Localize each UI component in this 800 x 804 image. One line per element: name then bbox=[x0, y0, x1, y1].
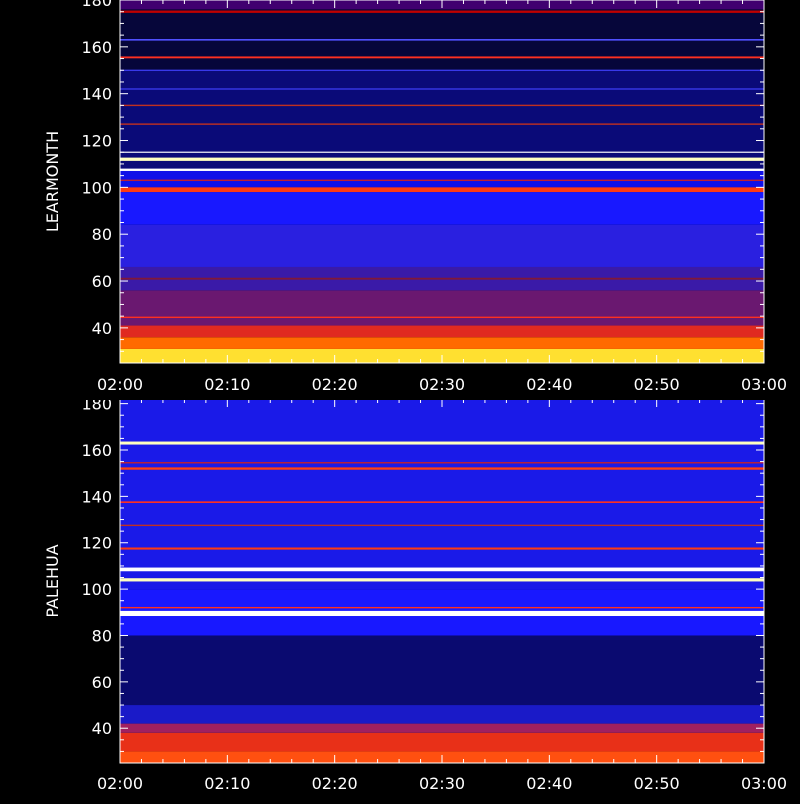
emission-line bbox=[120, 441, 764, 445]
y-axis-label: PALEHUA bbox=[43, 544, 62, 617]
y-tick-label: 80 bbox=[92, 225, 112, 244]
spectrum-band bbox=[120, 325, 764, 338]
y-tick-label: 100 bbox=[81, 580, 112, 599]
y-tick-label: 100 bbox=[81, 178, 112, 197]
plot-area bbox=[120, 399, 764, 763]
emission-line bbox=[120, 38, 764, 41]
emission-line bbox=[120, 69, 764, 71]
x-tick-label: 02:00 bbox=[97, 774, 143, 793]
emission-line bbox=[120, 187, 764, 193]
y-tick-label: 140 bbox=[81, 487, 112, 506]
x-tick-label: 02:40 bbox=[526, 375, 572, 394]
spectrum-band bbox=[120, 290, 764, 326]
emission-line bbox=[120, 168, 764, 171]
x-tick-label: 02:10 bbox=[204, 375, 250, 394]
emission-line bbox=[120, 277, 764, 280]
spectrum-band bbox=[120, 723, 764, 733]
spectrum-band bbox=[120, 732, 764, 752]
x-tick-label: 02:50 bbox=[634, 774, 680, 793]
emission-line bbox=[120, 123, 764, 125]
emission-line bbox=[120, 578, 764, 582]
emission-line bbox=[120, 567, 764, 572]
emission-line bbox=[120, 157, 764, 161]
spectrum-band bbox=[120, 705, 764, 724]
spectrum-band bbox=[120, 224, 764, 267]
x-tick-label: 02:40 bbox=[526, 774, 572, 793]
palehua-spectrogram: 40 60 80 100 120 140 160 180 02:00 02:10 02:20 02:3… bbox=[43, 395, 787, 793]
y-tick-label: 180 bbox=[81, 400, 112, 414]
emission-line bbox=[120, 88, 764, 90]
palehua-panel: 40 60 80 100 120 140 160 180 02:00 02:10 02:20 02:3… bbox=[0, 395, 800, 800]
emission-line bbox=[120, 10, 764, 13]
x-tick-label: 02:10 bbox=[204, 774, 250, 793]
learmonth-panel: 40 60 80 100 120 140 160 180 02:00 02:10 02:20 02:3… bbox=[0, 0, 800, 400]
y-tick-label: 40 bbox=[92, 319, 112, 338]
spectrum-band bbox=[120, 192, 764, 225]
emission-line bbox=[120, 501, 764, 503]
x-tick-label: 03:00 bbox=[741, 774, 787, 793]
y-tick-label: 160 bbox=[81, 441, 112, 460]
emission-line bbox=[120, 606, 764, 609]
emission-line bbox=[120, 316, 764, 319]
emission-line bbox=[120, 462, 764, 464]
spectrum-band bbox=[120, 399, 764, 590]
learmonth-spectrogram: 40 60 80 100 120 140 160 180 02:00 02:10 02:20 02:3… bbox=[43, 0, 787, 394]
emission-line bbox=[120, 56, 764, 59]
y-tick-label: 180 bbox=[81, 0, 112, 10]
spectrum-band bbox=[120, 635, 764, 706]
y-axis-label: LEARMONTH bbox=[43, 131, 62, 232]
emission-line bbox=[120, 104, 764, 107]
spectrum-band bbox=[120, 70, 764, 169]
y-tick-label: 120 bbox=[81, 132, 112, 151]
y-tick-label: 60 bbox=[92, 673, 112, 692]
x-tick-label: 02:30 bbox=[419, 774, 465, 793]
y-tick-label: 40 bbox=[92, 719, 112, 738]
x-tick-label: 02:30 bbox=[419, 375, 465, 394]
x-tick-label: 02:00 bbox=[97, 375, 143, 394]
emission-line bbox=[120, 151, 764, 153]
emission-line bbox=[120, 610, 764, 617]
y-tick-label: 160 bbox=[81, 38, 112, 57]
y-tick-label: 120 bbox=[81, 534, 112, 553]
x-tick-label: 02:20 bbox=[312, 774, 358, 793]
emission-line bbox=[120, 179, 764, 182]
y-tick-label: 140 bbox=[81, 85, 112, 104]
x-tick-label: 02:50 bbox=[634, 375, 680, 394]
spectrum-band bbox=[120, 337, 764, 349]
y-tick-label: 60 bbox=[92, 272, 112, 291]
emission-line bbox=[120, 524, 764, 527]
x-tick-label: 03:00 bbox=[741, 375, 787, 394]
y-tick-label: 80 bbox=[92, 626, 112, 645]
x-tick-label: 02:20 bbox=[312, 375, 358, 394]
plot-area bbox=[120, 0, 764, 363]
emission-line bbox=[120, 467, 764, 470]
emission-line bbox=[120, 547, 764, 550]
